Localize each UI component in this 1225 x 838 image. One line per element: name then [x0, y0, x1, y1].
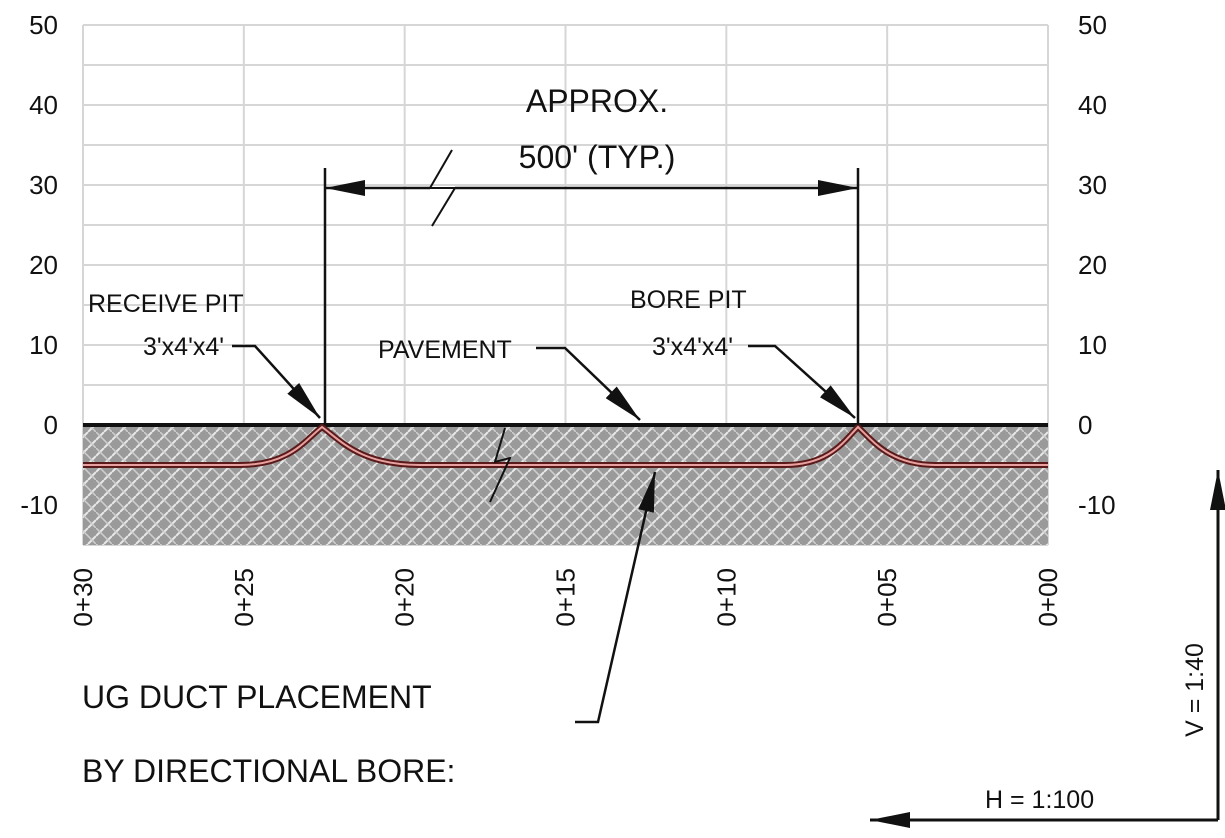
dimension-text: APPROX.: [526, 83, 668, 119]
y-tick-label: -10: [20, 490, 58, 520]
break-symbol: [428, 149, 457, 227]
y-tick-label: 0: [1078, 410, 1092, 440]
y-tick-label: 30: [1078, 170, 1107, 200]
label: BY DIRECTIONAL BORE:: [82, 753, 455, 789]
label: RECEIVE PIT: [88, 290, 244, 318]
station-label: 0+05: [872, 568, 902, 627]
y-tick-label: 10: [1078, 330, 1107, 360]
y-tick-label: 20: [1078, 250, 1107, 280]
y-tick-label: 10: [29, 330, 58, 360]
y-tick-label: 40: [29, 90, 58, 120]
duct-inner: [83, 425, 1048, 466]
y-tick-label: 20: [29, 250, 58, 280]
label: 3'x4'x4': [143, 333, 224, 361]
y-tick-label: 50: [29, 10, 58, 40]
scale-label: V = 1:40: [1181, 643, 1209, 737]
station-label: 0+15: [551, 568, 581, 627]
leader: [232, 344, 321, 419]
ground-hatch: [83, 425, 1048, 545]
y-tick-label: 0: [44, 410, 58, 440]
station-label: 0+10: [711, 568, 741, 627]
label: 3'x4'x4': [652, 333, 733, 361]
y-tick-label: 40: [1078, 90, 1107, 120]
y-tick-label: -10: [1078, 490, 1116, 520]
leader: [748, 344, 856, 419]
label: BORE PIT: [630, 286, 747, 314]
leader: [536, 346, 641, 421]
station-label: 0+25: [229, 568, 259, 627]
y-tick-label: 50: [1078, 10, 1107, 40]
break-symbol: [489, 427, 512, 503]
station-label: 0+00: [1033, 568, 1063, 627]
station-label: 0+20: [390, 568, 420, 627]
scale-label: H = 1:100: [985, 786, 1094, 814]
dimension-text: 500' (TYP.): [519, 139, 676, 175]
leader: [575, 471, 657, 724]
station-label: 0+30: [68, 568, 98, 627]
y-tick-label: 30: [29, 170, 58, 200]
label: PAVEMENT: [378, 336, 512, 364]
label: UG DUCT PLACEMENT: [82, 679, 432, 715]
